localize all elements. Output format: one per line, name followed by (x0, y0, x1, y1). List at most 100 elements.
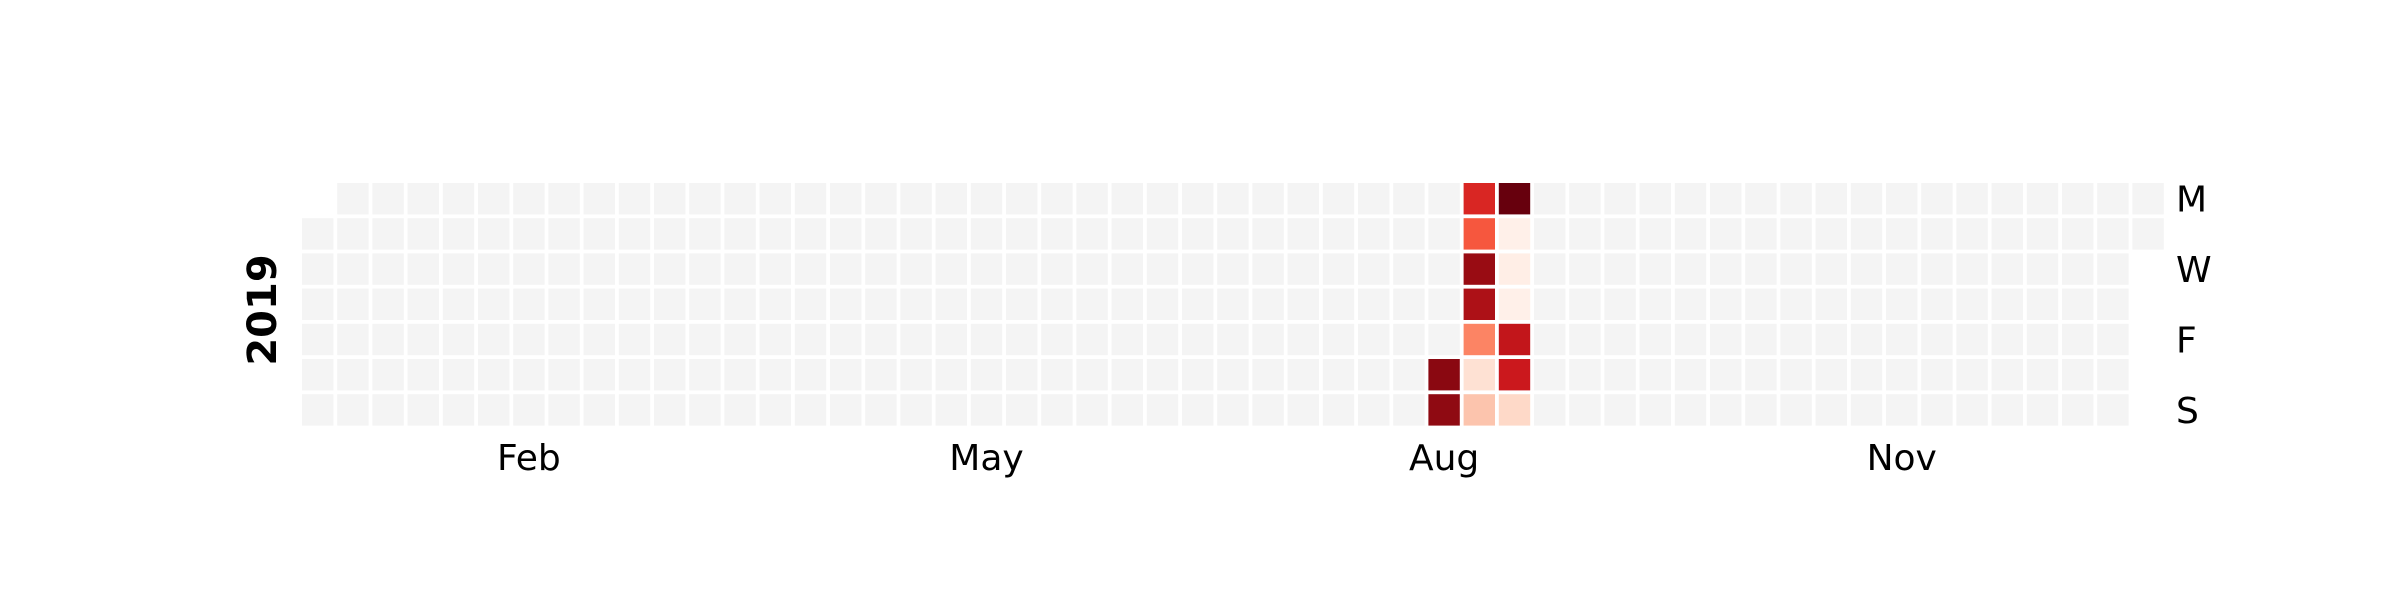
day-label-w: W (2176, 250, 2212, 291)
day-cell-2019-06-27 (1182, 288, 1214, 320)
day-cell-2019-04-05 (759, 323, 791, 356)
day-cell-2019-02-08 (478, 323, 510, 356)
month-label-feb: Feb (497, 438, 561, 479)
day-cell-2019-07-20 (1287, 359, 1319, 391)
day-cell-2019-06-15 (1111, 359, 1143, 391)
day-cell-2019-10-26 (1780, 359, 1812, 391)
day-cell-2019-04-04 (759, 288, 791, 320)
day-cell-2019-08-21 (1463, 253, 1495, 285)
day-cell-2019-09-20 (1604, 323, 1636, 356)
day-cell-2019-12-16 (2062, 183, 2094, 215)
day-cell-2019-01-22 (407, 218, 439, 250)
day-cell-2019-03-20 (689, 253, 721, 285)
day-cell-2019-09-03 (1534, 218, 1566, 250)
day-cell-2019-12-07 (1991, 359, 2023, 391)
day-cell-2019-01-29 (442, 218, 475, 250)
day-cell-2019-03-25 (724, 183, 756, 215)
day-cell-2019-08-16 (1428, 323, 1460, 356)
day-cell-2019-02-07 (478, 288, 510, 320)
day-cell-2019-07-27 (1322, 359, 1355, 391)
day-cell-2019-08-10 (1393, 359, 1425, 391)
day-cell-2019-07-30 (1358, 218, 1390, 250)
day-cell-2019-12-30 (2132, 183, 2164, 215)
day-cell-2019-12-15 (2026, 394, 2059, 426)
day-cell-2019-12-17 (2062, 218, 2094, 250)
day-cell-2019-06-18 (1146, 218, 1179, 250)
day-cell-2019-12-11 (2026, 253, 2059, 285)
day-cell-2019-03-05 (618, 218, 651, 250)
day-cell-2019-07-11 (1252, 288, 1284, 320)
day-cell-2019-02-18 (548, 183, 580, 215)
day-cell-2019-10-27 (1780, 394, 1812, 426)
day-cell-2019-02-10 (478, 394, 510, 426)
day-cell-2019-06-19 (1146, 253, 1179, 285)
day-cell-2019-06-26 (1182, 253, 1214, 285)
day-cell-2019-08-20 (1463, 218, 1495, 250)
day-cell-2019-02-24 (548, 394, 580, 426)
day-cell-2019-12-28 (2097, 359, 2129, 391)
day-cell-2019-12-21 (2062, 359, 2094, 391)
day-cell-2019-03-23 (689, 359, 721, 391)
day-cell-2019-02-26 (583, 218, 615, 250)
day-cell-2019-05-11 (935, 359, 967, 391)
day-cell-2019-02-21 (548, 288, 580, 320)
day-cell-2019-01-17 (372, 288, 404, 320)
day-cell-2019-10-30 (1815, 253, 1847, 285)
day-cell-2019-09-08 (1534, 394, 1566, 426)
day-cell-2019-11-30 (1956, 359, 1988, 391)
day-cell-2019-08-07 (1393, 253, 1425, 285)
day-cell-2019-08-02 (1358, 323, 1390, 356)
day-cell-2019-11-11 (1886, 183, 1918, 215)
day-cell-2019-03-14 (654, 288, 686, 320)
day-cell-2019-05-04 (900, 359, 932, 391)
day-cell-2019-01-16 (372, 253, 404, 285)
day-cell-2019-03-31 (724, 394, 756, 426)
day-cell-2019-09-24 (1639, 218, 1671, 250)
day-cell-2019-10-06 (1674, 394, 1707, 426)
day-cell-2019-01-02 (302, 253, 334, 285)
day-cell-2019-04-17 (830, 253, 862, 285)
day-cell-2019-12-18 (2062, 253, 2094, 285)
day-cell-2019-12-24 (2097, 218, 2129, 250)
day-cell-2019-03-04 (618, 183, 651, 215)
day-cell-2019-09-06 (1534, 323, 1566, 356)
day-cell-2019-12-03 (1991, 218, 2023, 250)
day-cell-2019-05-28 (1041, 218, 1073, 250)
day-cell-2019-10-07 (1710, 183, 1742, 215)
day-cell-2019-08-26 (1498, 183, 1531, 215)
day-cell-2019-09-13 (1569, 323, 1601, 356)
day-cell-2019-03-07 (618, 288, 651, 320)
day-cell-2019-04-13 (794, 359, 827, 391)
day-cell-2019-01-12 (337, 359, 369, 391)
day-cell-2019-10-11 (1710, 323, 1742, 356)
day-cell-2019-05-13 (970, 183, 1003, 215)
day-cell-2019-01-19 (372, 359, 404, 391)
day-cell-2019-10-01 (1674, 218, 1707, 250)
day-cell-2019-10-02 (1674, 253, 1707, 285)
day-cell-2019-11-01 (1815, 323, 1847, 356)
day-cell-2019-10-05 (1674, 359, 1707, 391)
day-cell-2019-04-29 (900, 183, 932, 215)
day-cell-2019-05-27 (1041, 183, 1073, 215)
day-cell-2019-05-10 (935, 323, 967, 356)
day-cell-2019-04-09 (794, 218, 827, 250)
day-cell-2019-09-30 (1674, 183, 1707, 215)
day-cell-2019-03-08 (618, 323, 651, 356)
day-cell-2019-06-06 (1076, 288, 1108, 320)
day-cell-2019-11-03 (1815, 394, 1847, 426)
day-cell-2019-02-03 (442, 394, 475, 426)
day-cell-2019-08-15 (1428, 288, 1460, 320)
day-cell-2019-10-08 (1710, 218, 1742, 250)
day-cell-2019-09-14 (1569, 359, 1601, 391)
day-cell-2019-09-02 (1534, 183, 1566, 215)
day-cell-2019-07-26 (1322, 323, 1355, 356)
day-cell-2019-01-10 (337, 288, 369, 320)
day-cell-2019-12-25 (2097, 253, 2129, 285)
day-cell-2019-12-04 (1991, 253, 2023, 285)
day-cell-2019-10-31 (1815, 288, 1847, 320)
day-cell-2019-04-15 (830, 183, 862, 215)
day-cell-2019-08-25 (1463, 394, 1495, 426)
day-cell-2019-04-12 (794, 323, 827, 356)
day-cell-2019-05-15 (970, 253, 1003, 285)
